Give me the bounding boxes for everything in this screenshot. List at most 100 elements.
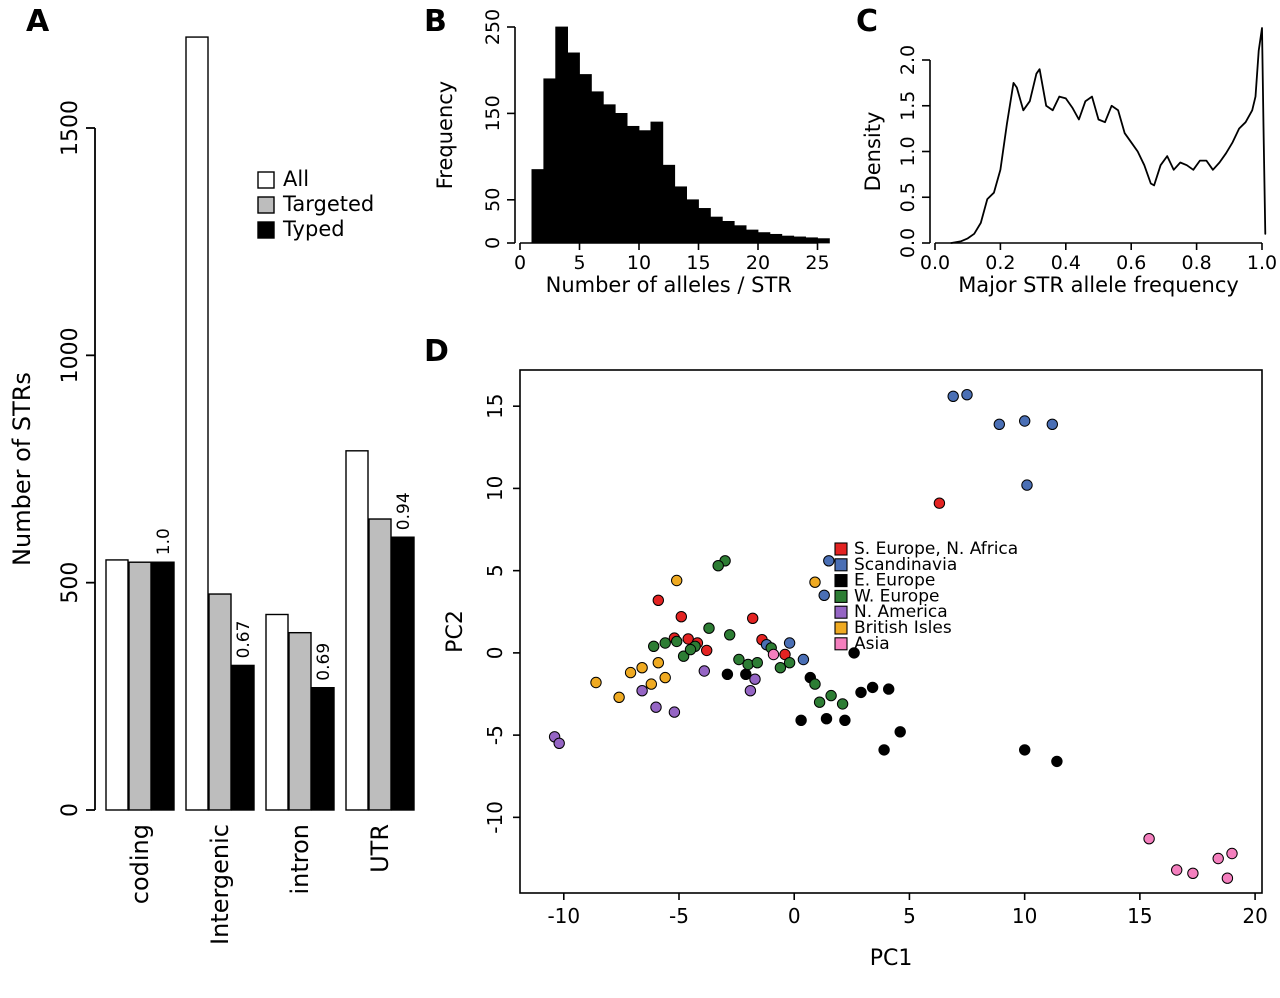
x-tick-label: 0 [514, 252, 526, 274]
ratio-annotation: 0.67 [234, 621, 254, 659]
scatter-point-asia [1221, 872, 1234, 884]
x-tick-label: 10 [1012, 904, 1037, 928]
scatter-point-british-isles [652, 657, 665, 669]
scatter-point-asia [1171, 864, 1183, 876]
density-curve [950, 27, 1267, 244]
scatter-point-e-europe [855, 686, 867, 699]
y-tick-label: -5 [483, 725, 507, 745]
scatter-point-british-isles [809, 576, 821, 588]
scatter-point-n-america [744, 685, 757, 697]
bar-targeted [128, 561, 152, 811]
histogram-bar [721, 220, 735, 244]
scatter-point-e-europe [883, 683, 895, 695]
scatter-point-s-europe-n-africa [675, 611, 687, 623]
scatter-point-w-europe [751, 657, 763, 669]
bar-typed [151, 561, 175, 811]
scatter-point-n-america [650, 701, 662, 713]
y-tick-label: 1000 [58, 327, 83, 383]
legend-swatch [834, 621, 848, 635]
scatter-point-asia [1143, 833, 1155, 845]
histogram-bar [590, 91, 604, 244]
x-tick-label: -5 [669, 904, 689, 928]
x-tick-label: 25 [805, 252, 829, 274]
y-tick-label: -10 [483, 801, 507, 834]
panel-c-label: C [856, 4, 879, 39]
histogram-bar [626, 125, 640, 244]
x-axis-title: Number of alleles / STR [546, 273, 792, 297]
scatter-point-w-europe [677, 650, 690, 662]
scatter-point-w-europe [742, 658, 754, 671]
legend-label: Targeted [282, 192, 374, 216]
bar-targeted [208, 593, 232, 811]
panel-a-label: A [26, 4, 50, 39]
histogram-bar [614, 113, 628, 244]
histogram-bar [757, 232, 771, 244]
scatter-point-e-europe [894, 726, 906, 738]
scatter-point-scandinavia [1046, 418, 1058, 431]
legend-swatch [834, 589, 848, 603]
y-tick-label: 1.0 [897, 136, 919, 166]
scatter-point-n-america [749, 673, 761, 685]
x-tick-label: 20 [746, 252, 770, 274]
bar-all [105, 559, 129, 811]
scatter-point-british-isles [613, 691, 625, 703]
scatter-point-scandinavia [947, 390, 959, 403]
legend-swatch [834, 574, 848, 588]
category-label: intron [286, 824, 314, 895]
scatter-point-e-europe [866, 681, 879, 694]
scatter-point-w-europe [671, 635, 683, 648]
y-tick-label: 0 [58, 803, 83, 817]
histogram-bar [674, 186, 687, 244]
panel-b-label: B [424, 4, 447, 39]
legend-swatch [257, 221, 275, 239]
legend-label: S. Europe, N. Africa [854, 539, 1018, 559]
histogram-bar [781, 235, 795, 244]
scatter-point-e-europe [848, 647, 860, 659]
scatter-point-w-europe [724, 629, 736, 641]
panel-d-label: D [424, 334, 449, 369]
y-axis-title: Frequency [433, 81, 457, 190]
x-tick-label: 20 [1242, 904, 1267, 928]
scatter-point-british-isles [636, 662, 648, 674]
legend-swatch [834, 605, 848, 619]
scatter-point-s-europe-n-africa [747, 612, 759, 624]
scatter-point-w-europe [659, 637, 671, 649]
scatter-point-scandinavia [993, 418, 1005, 431]
scatter-point-british-isles [624, 666, 637, 679]
scatter-point-scandinavia [783, 637, 796, 649]
scatter-point-w-europe [733, 653, 745, 666]
x-tick-label: 15 [686, 252, 710, 274]
scatter-point-w-europe [703, 622, 715, 634]
histogram-bar [686, 199, 699, 244]
histogram-bar [579, 74, 592, 244]
y-tick-label: 500 [58, 562, 83, 604]
x-tick-label: 0.8 [1181, 252, 1211, 274]
legend-swatch [257, 171, 275, 189]
scatter-point-scandinavia [1019, 415, 1031, 427]
y-tick-label: 1500 [58, 100, 83, 156]
panel-a-bar-chart: 0 500 1000 1500 Number of STRs 1.0 0.67 0.69 0.9… [0, 0, 430, 998]
histogram-bar [817, 238, 830, 244]
x-tick-label: -10 [547, 904, 580, 928]
histogram-bar [793, 236, 807, 244]
bar-all [345, 450, 369, 811]
x-tick-label: 1.0 [1247, 252, 1277, 274]
panel-b-histogram: 0 5 10 15 20 25 0 50 150 250 Number of alleles / S… [420, 0, 845, 320]
scatter-point-asia [767, 648, 780, 661]
y-axis-title: Density [861, 112, 885, 192]
legend-label: E. Europe [854, 571, 935, 591]
bar-typed [391, 536, 415, 811]
ratio-annotation: 0.94 [394, 492, 414, 530]
scatter-point-n-america [698, 665, 710, 677]
x-tick-label: 0.4 [1051, 252, 1081, 274]
y-axis-title: PC2 [443, 610, 468, 653]
histogram-bar [733, 225, 747, 244]
x-tick-label: 0.2 [985, 252, 1015, 274]
y-tick-label: 10 [483, 476, 507, 501]
legend-label: British Isles [854, 618, 952, 638]
scatter-point-w-europe [684, 643, 697, 656]
x-axis-title: Major STR allele frequency [958, 273, 1239, 297]
panel-d-pca-scatter: -10 -5 0 5 10 15 20 -10 -5 0 5 10 15 PC1 PC2 S. Europe,… [420, 330, 1280, 998]
x-axis-title: PC1 [870, 946, 913, 971]
